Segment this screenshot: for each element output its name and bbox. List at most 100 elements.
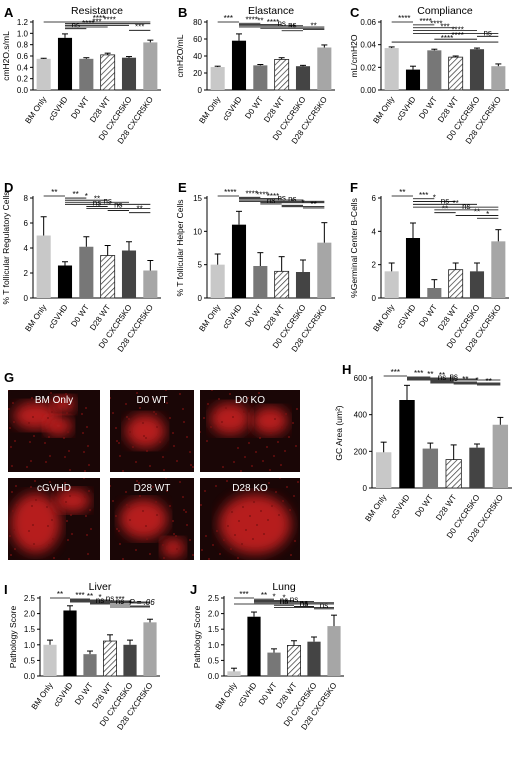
speckle — [53, 557, 55, 559]
speckle — [165, 478, 167, 479]
x-tick-label: D0 WT — [69, 95, 91, 121]
speckle — [288, 436, 290, 438]
speckle — [152, 486, 154, 488]
speckle — [125, 491, 127, 493]
bar-d0-wt — [83, 654, 97, 676]
stain-layer — [200, 390, 298, 472]
y-tick-label: 6 — [372, 194, 377, 203]
x-tick-label: D28 WT — [434, 493, 458, 522]
sig-label: ns — [116, 597, 124, 606]
y-tick-label: 2.0 — [208, 610, 220, 619]
y-tick-label: 2.5 — [208, 594, 220, 603]
speckle — [65, 501, 67, 503]
speckle — [172, 520, 174, 522]
x-tick-label: BM Only — [30, 681, 55, 711]
speckle — [183, 421, 185, 423]
sig-label: * — [98, 593, 101, 602]
sig-label: ** — [474, 207, 480, 216]
bar-d28-cxcr5ko — [143, 270, 158, 298]
speckle — [238, 520, 240, 522]
sig-label: ns — [449, 372, 457, 381]
bar-d0-cxcr5ko — [121, 57, 137, 90]
speckle — [136, 392, 138, 394]
panel-label: I — [4, 582, 8, 597]
speckle — [129, 519, 131, 521]
bar-d28-cxcr5ko — [491, 241, 506, 298]
micrograph-label: D0 KO — [235, 395, 265, 406]
panel-label: D — [4, 180, 13, 195]
chart-title: Elastance — [248, 5, 294, 17]
bar-d28-cxcr5ko — [143, 42, 158, 90]
speckle — [88, 490, 90, 492]
sig-label: **** — [82, 19, 94, 28]
speckle — [138, 482, 140, 484]
speckle — [269, 469, 271, 471]
sig-label: ns — [300, 600, 308, 609]
speckle — [297, 481, 299, 483]
speckle — [16, 504, 18, 506]
bar-d0-cxcr5ko — [295, 272, 311, 298]
speckle — [285, 413, 287, 415]
sig-label: *** — [239, 590, 248, 599]
y-tick-label: 0.8 — [17, 41, 29, 50]
speckle — [176, 460, 178, 462]
y-tick-label: 0.00 — [360, 86, 376, 95]
speckle — [155, 501, 157, 503]
bar-d28-cxcr5ko — [327, 626, 341, 676]
speckle — [149, 553, 151, 555]
y-tick-label: 0 — [24, 294, 29, 303]
speckle — [32, 416, 34, 418]
speckle — [295, 445, 297, 447]
sig-label: **** — [224, 188, 236, 197]
bar-cgvhd — [57, 37, 73, 90]
micrograph-label: D28 KO — [232, 483, 268, 494]
bar-d28-wt — [100, 255, 116, 299]
speckle — [284, 450, 286, 452]
speckle — [182, 496, 184, 498]
sig-label: ** — [57, 590, 63, 599]
stain-region — [44, 415, 73, 436]
bar-d28-cxcr5ko — [317, 242, 332, 298]
speckle — [87, 445, 89, 447]
sig-label: **** — [430, 20, 442, 29]
panel-a: A Resistance 0.0 0.2 0.4 0.6 0.8 1.0 1.2 cmH2O.s/… — [1, 5, 161, 146]
speckle — [258, 392, 260, 394]
speckle — [136, 480, 138, 482]
sig-label: **** — [451, 25, 463, 34]
sig-label: ** — [442, 205, 448, 214]
panel-i: I Liver 0.0 0.5 1.0 1.5 2.0 2.5 Pathology Score B… — [4, 581, 160, 732]
y-tick-label: 10 — [193, 227, 202, 236]
speckle — [142, 422, 144, 424]
micrograph-label: D0 WT — [136, 395, 167, 406]
speckle — [264, 496, 266, 498]
speckle — [245, 529, 247, 531]
micrograph-background — [200, 390, 300, 472]
stain-region — [51, 395, 76, 414]
bar-d0-cxcr5ko — [307, 641, 321, 676]
micrograph-tile: BM Only — [8, 390, 100, 472]
speckle — [27, 403, 29, 405]
y-tick-label: 0.5 — [208, 656, 220, 665]
y-tick-label: 0.06 — [360, 18, 376, 27]
speckle — [30, 486, 32, 488]
stain-layer — [9, 478, 92, 560]
speckle — [13, 529, 15, 531]
speckle — [286, 486, 288, 488]
y-axis-label: Pathology Score — [192, 606, 202, 669]
sig-label: ** — [311, 22, 317, 31]
speckle — [128, 418, 130, 420]
speckle — [65, 393, 67, 395]
speckle — [145, 437, 147, 439]
sig-label: ns — [267, 196, 275, 205]
speckle — [110, 485, 111, 487]
sig-label: ns — [96, 596, 104, 605]
speckle — [162, 456, 164, 458]
speckle — [128, 506, 130, 508]
y-tick-label: 0 — [198, 294, 203, 303]
speckle — [183, 509, 185, 511]
speckle — [256, 524, 258, 526]
bar-d28-cxcr5ko — [317, 47, 332, 90]
speckle — [52, 538, 54, 540]
stain-region — [210, 402, 250, 435]
panel-f: F 0 2 4 6 %Germinal Center B-Cells BM OnlycGVH… — [349, 180, 509, 354]
